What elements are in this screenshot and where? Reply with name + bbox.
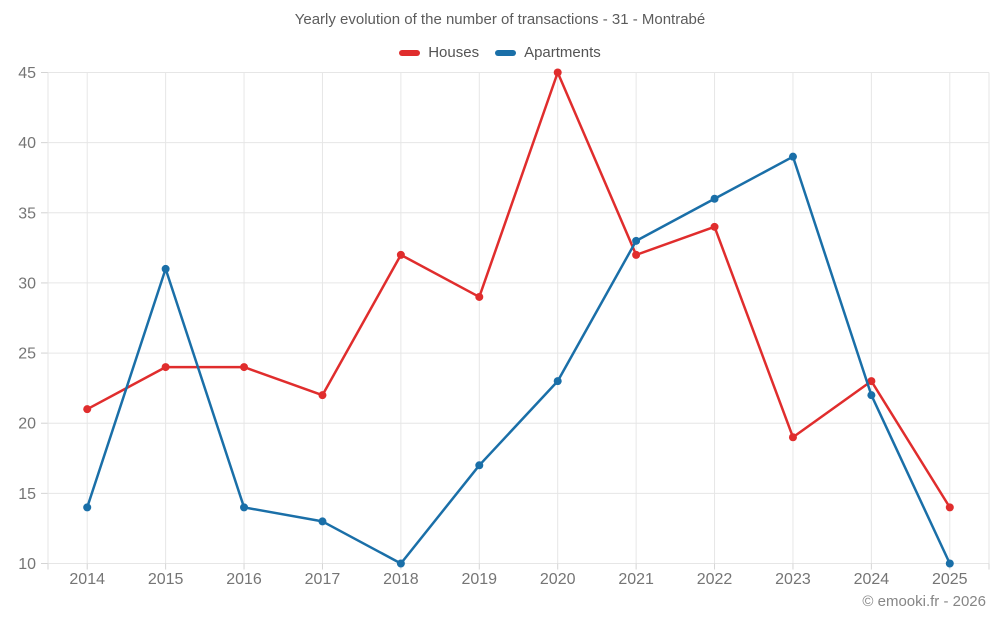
x-tick-label: 2014 — [69, 571, 105, 588]
x-tick-label: 2023 — [775, 571, 811, 588]
series-line-houses — [85, 71, 952, 509]
y-tick-label: 25 — [18, 346, 36, 363]
series-apartments — [83, 152, 954, 568]
data-point[interactable] — [396, 559, 405, 568]
x-tick-label: 2015 — [148, 571, 184, 588]
apartments-legend-label: Apartments — [524, 44, 601, 61]
chart-legend: Houses Apartments — [0, 44, 1000, 61]
data-point[interactable] — [867, 391, 876, 400]
chart-title: Yearly evolution of the number of transa… — [294, 11, 706, 28]
data-point[interactable] — [632, 236, 641, 245]
data-point[interactable] — [240, 363, 249, 372]
data-point[interactable] — [83, 503, 92, 512]
data-point[interactable] — [945, 559, 954, 568]
legend-item-apartments[interactable]: Apartments — [495, 44, 601, 61]
data-point[interactable] — [396, 250, 405, 259]
series-line-apartments — [85, 155, 952, 565]
data-point[interactable] — [318, 391, 327, 400]
apartments-legend-swatch — [495, 49, 517, 56]
data-point[interactable] — [710, 222, 719, 231]
data-point[interactable] — [553, 68, 562, 77]
data-point[interactable] — [632, 250, 641, 259]
data-point[interactable] — [553, 377, 562, 386]
data-point[interactable] — [867, 377, 876, 386]
series-houses — [83, 68, 954, 512]
x-tick-label: 2016 — [226, 571, 262, 588]
houses-legend-label: Houses — [428, 44, 480, 61]
data-point[interactable] — [83, 405, 92, 414]
legend-item-houses[interactable]: Houses — [399, 44, 479, 61]
data-point[interactable] — [788, 152, 797, 161]
data-point[interactable] — [475, 292, 484, 301]
x-tick-label: 2022 — [697, 571, 733, 588]
y-tick-label: 20 — [18, 416, 36, 433]
y-tick-label: 45 — [18, 65, 36, 82]
y-tick-label: 30 — [18, 275, 36, 292]
y-tick-label: 35 — [18, 205, 36, 222]
data-point[interactable] — [710, 194, 719, 203]
y-tick-label: 40 — [18, 135, 36, 152]
x-tick-label: 2024 — [854, 571, 890, 588]
x-tick-label: 2017 — [305, 571, 341, 588]
data-point[interactable] — [318, 517, 327, 526]
x-tick-label: 2020 — [540, 571, 576, 588]
data-point[interactable] — [240, 503, 249, 512]
copyright-footer: © emooki.fr - 2026 — [862, 593, 986, 610]
x-tick-label: 2018 — [383, 571, 419, 588]
x-tick-label: 2019 — [461, 571, 497, 588]
houses-legend-swatch — [399, 49, 421, 56]
x-tick-label: 2025 — [932, 571, 968, 588]
data-point[interactable] — [788, 433, 797, 442]
data-point[interactable] — [945, 503, 954, 512]
y-tick-label: 10 — [18, 556, 36, 573]
y-tick-label: 15 — [18, 486, 36, 503]
x-tick-label: 2021 — [618, 571, 654, 588]
data-point[interactable] — [161, 264, 170, 273]
data-point[interactable] — [475, 461, 484, 470]
data-point[interactable] — [161, 363, 170, 372]
